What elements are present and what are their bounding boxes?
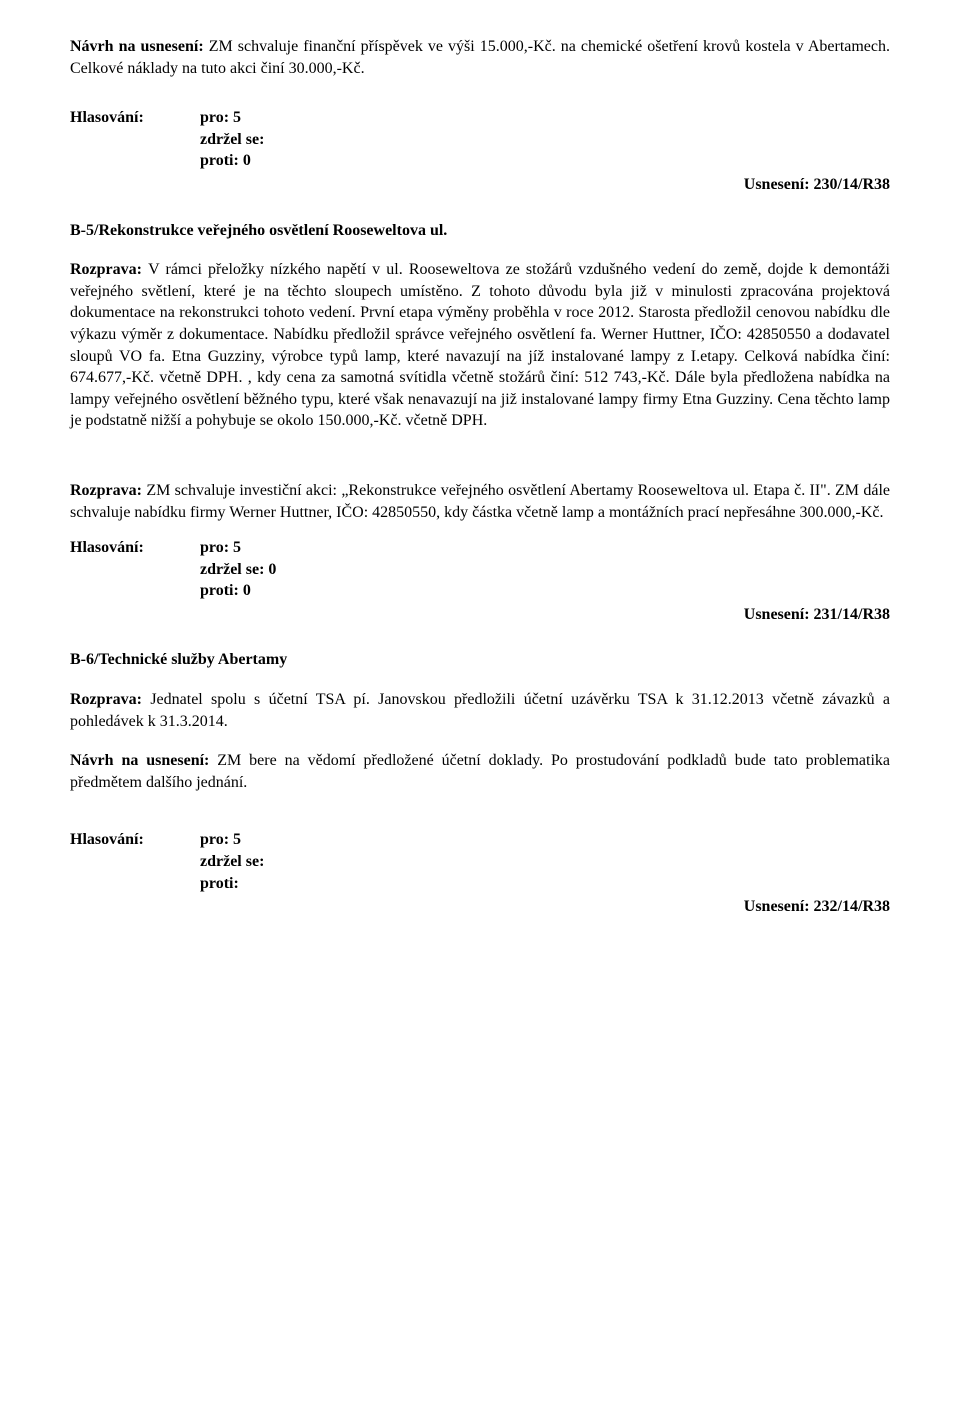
discussion-block-3: Rozprava: Jednatel spolu s účetní TSA pí… <box>70 689 890 732</box>
voting-2-proti: proti: 0 <box>200 580 890 602</box>
discussion-block-1: Rozprava: V rámci přeložky nízkého napět… <box>70 259 890 432</box>
discussion-2-label: Rozprava: <box>70 482 146 499</box>
discussion-3: Rozprava: Jednatel spolu s účetní TSA pí… <box>70 689 890 732</box>
proposal-block-1: Návrh na usnesení: ZM schvaluje finanční… <box>70 36 890 79</box>
proposal-1: Návrh na usnesení: ZM schvaluje finanční… <box>70 36 890 79</box>
section-heading-b6: B-6/Technické služby Abertamy <box>70 649 890 671</box>
voting-1-label: Hlasování: <box>70 107 200 129</box>
voting-2-zdrzel: zdržel se: 0 <box>200 559 890 581</box>
proposal-1-label: Návrh na usnesení: <box>70 38 209 55</box>
voting-3-proti: proti: <box>200 873 890 895</box>
voting-block-3: Hlasování: pro: 5 zdržel se: proti: Usne… <box>70 829 890 917</box>
voting-1-pro: pro: 5 <box>200 107 241 129</box>
resolution-1: Usnesení: 230/14/R38 <box>70 174 890 196</box>
discussion-3-label: Rozprava: <box>70 691 150 708</box>
voting-2-label: Hlasování: <box>70 537 200 559</box>
discussion-2: Rozprava: ZM schvaluje investiční akci: … <box>70 480 890 523</box>
discussion-block-2: Rozprava: ZM schvaluje investiční akci: … <box>70 480 890 523</box>
discussion-1-label: Rozprava: <box>70 261 148 278</box>
voting-1-proti: proti: 0 <box>200 150 890 172</box>
voting-3-label: Hlasování: <box>70 829 200 851</box>
voting-block-1: Hlasování: pro: 5 zdržel se: proti: 0 Us… <box>70 107 890 195</box>
proposal-2: Návrh na usnesení: ZM bere na vědomí pře… <box>70 750 890 793</box>
discussion-1-text: V rámci přeložky nízkého napětí v ul. Ro… <box>70 261 890 429</box>
voting-1-zdrzel: zdržel se: <box>200 129 890 151</box>
resolution-3: Usnesení: 232/14/R38 <box>70 896 890 918</box>
proposal-block-2: Návrh na usnesení: ZM bere na vědomí pře… <box>70 750 890 793</box>
discussion-2-text: ZM schvaluje investiční akci: „Rekonstru… <box>70 482 890 521</box>
discussion-1: Rozprava: V rámci přeložky nízkého napět… <box>70 259 890 432</box>
voting-block-2: Hlasování: pro: 5 zdržel se: 0 proti: 0 … <box>70 537 890 625</box>
proposal-2-label: Návrh na usnesení: <box>70 752 217 769</box>
document-page: Návrh na usnesení: ZM schvaluje finanční… <box>2 0 958 978</box>
discussion-3-text: Jednatel spolu s účetní TSA pí. Janovsko… <box>70 691 890 730</box>
voting-3-pro: pro: 5 <box>200 829 241 851</box>
resolution-2: Usnesení: 231/14/R38 <box>70 604 890 626</box>
voting-3-zdrzel: zdržel se: <box>200 851 890 873</box>
voting-2-pro: pro: 5 <box>200 537 241 559</box>
section-heading-b5: B-5/Rekonstrukce veřejného osvětlení Roo… <box>70 220 890 242</box>
